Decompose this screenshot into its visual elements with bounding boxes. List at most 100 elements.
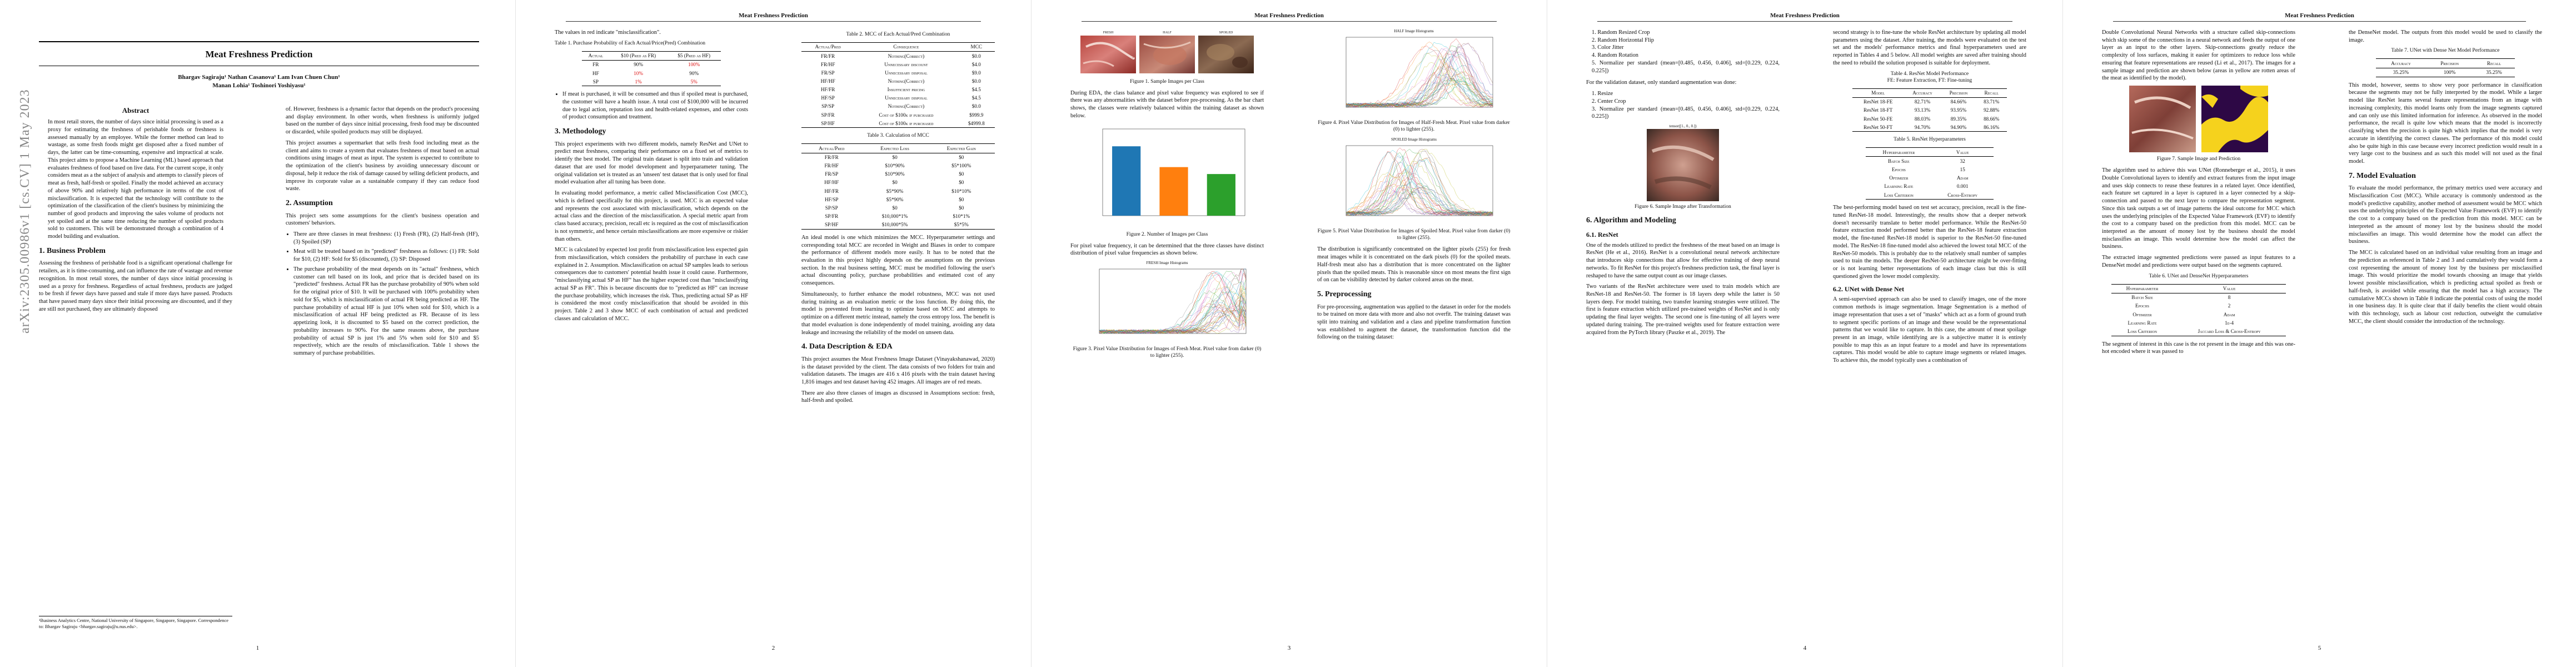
table-row: SP/HF $10,000*5% $5*5% [801,221,995,230]
table-cell: Loss Criterion [2127,328,2158,334]
table-cell: $5*100% [951,163,971,169]
running-title: Meat Freshness Prediction [2285,12,2354,19]
table-header: $5 (Pred as HF) [677,53,711,59]
running-title: Meat Freshness Prediction [739,12,808,19]
table-cell: $0 [892,155,898,161]
paragraph: For pre-processing, augmentation was app… [1317,303,1511,341]
table-row: FR/SP $10*90% $0 [801,170,995,178]
cell: 5% [690,78,697,84]
list-item: There are three classes in meat freshnes… [293,231,479,246]
table-row: ResNet 50-FE 88.03% 89.35% 88.66% [1852,115,2007,123]
table-cell: $0.0 [971,78,981,84]
table-cell: $4.5 [971,87,981,93]
list-item: 1. Resize [1592,91,1613,97]
table-cell: $0 [959,180,964,186]
p4-col-left: 1. Random Resized Crop 2. Random Horizon… [1586,29,1780,340]
table-header: Hyperparameter [2126,286,2159,292]
table-cell: $0 [959,171,964,177]
table-cell: FR/FR [824,155,839,161]
table-cell: Optimizer [2132,311,2152,317]
figure-1-caption: Figure 1. Sample Images per Class [1130,78,1204,84]
table-cell: 100% [2443,69,2456,76]
table-row: ResNet 18-FT 93.13% 93.95% 92.88% [1852,106,2007,115]
table-cell: 82.71% [1914,99,1931,105]
table-cell: $4999.8 [968,120,985,126]
class-count-bar-chart [1102,128,1245,216]
half-histogram [1346,37,1493,108]
table-cell: ResNet 50-FT [1864,124,1893,130]
cell: HF [592,70,599,76]
table-cell: Nothing(Correct) [888,78,925,84]
histogram-curve [1099,269,1247,334]
paragraph: The segment of interest in this case is … [2102,341,2295,355]
arxiv-stamp: arXiv:2305.00986v1 [cs.CV] 1 May 2023 [18,89,32,334]
paragraph: This project assumes a supermarket that … [286,140,479,192]
table-cell: 1e-4 [2225,320,2234,326]
table-header: Actual/Pred [815,44,841,50]
paragraph: Simultaneously, to further enhance the m… [801,291,995,336]
histogram-curve [1346,43,1493,108]
table-row: 35.25% 100% 35.25% [2375,68,2515,77]
histogram-curve [1099,272,1247,334]
table-cell: SP/HF [821,120,835,126]
cell: FR [592,62,599,68]
table-3: Actual/Pred Expected Loss Expected Gain … [801,143,995,230]
figure-7-caption: Figure 7. Sample Image and Prediction [2156,156,2241,162]
table-cell: ResNet 50-FE [1864,116,1893,122]
subsection-unet: 6.2. UNet with Dense Net [1833,285,1904,293]
paragraph: In evaluating model performance, a metri… [555,190,748,242]
table-row: SP/SP Nothing(Correct) $0.0 [801,102,995,111]
bar [1207,173,1235,216]
histogram-curve [1346,68,1493,108]
table-1-caption: Table 1. Purchase Probability of Each Ac… [555,39,706,46]
histogram-curve [1346,157,1493,216]
table-5: Hyperparameter Value Batch Size 32 Epochs 1… [1866,147,1994,200]
page-5: Meat Freshness Prediction Double Convolu… [2063,0,2576,667]
table-row: Learning Rate 0.001 [1866,182,1994,191]
table-row: HF/HF Nothing(Correct) $0.0 [801,77,995,86]
paragraph: The algorithm used to achieve this was U… [2102,167,2295,250]
table-cell: Unnecessary disposal [885,69,928,76]
table-cell: FR/HF [824,163,839,169]
paragraph: second strategy is to fine-tune the whol… [1833,29,2026,66]
table-6-caption: Table 6. UNet and DenseNet Hyperparamete… [2149,272,2249,279]
histogram-curve [1346,149,1493,216]
histogram-title: FRESH Image Histograms [1146,261,1188,266]
table-header: Precision [1949,90,1968,96]
table-cell: 35.25% [2486,69,2502,76]
paragraph: The MCC is calculated based on an indivi… [2349,250,2542,325]
histogram-curve [1346,149,1493,216]
table-row: FR/FR $0 $0 [801,153,995,162]
table-row: FR/HF $10*90% $5*100% [801,162,995,170]
histogram-curve [1346,170,1493,216]
histogram-curve [1346,172,1493,216]
paragraph: The best-performing model based on test … [1833,205,2026,280]
list-item: 3. Color Jitter [1592,44,1624,51]
paragraph: A semi-supervised approach can also be u… [1833,296,2026,364]
table-row: Batch Size 8 [2111,293,2285,302]
list-item: 3. Normalize per standard (mean=[0.485, … [1592,106,1780,120]
table-cell: Insufficient pricing [887,87,925,93]
table-cell: HF/FR [824,188,839,194]
histogram-title: SPOILED Image Histograms [1391,137,1437,142]
table-header: MCC [970,44,982,50]
figure-2-caption: Figure 2. Number of Images per Class [1126,231,1208,237]
table-row: Batch Size 32 [1866,157,1994,166]
table-cell: ResNet 18-FT [1864,107,1893,113]
histogram-curve [1346,72,1493,108]
table-row: Learning Rate 1e-4 [2111,318,2285,327]
table-cell: 15 [1960,167,1965,173]
table-row: Optimizer Adam [1866,174,1994,182]
cell: 1% [635,78,642,84]
paragraph: This project sets some assumptions for t… [286,212,479,227]
sample-half: HALF [1139,31,1195,76]
section-algorithm: 6. Algorithm and Modeling [1586,216,1676,225]
section-preprocessing: 5. Preprocessing [1317,290,1372,299]
p2-col-right: Table 2. MCC of Each Actual/Pred Combina… [801,29,995,408]
table-cell: 2 [2228,303,2231,309]
sample-spoiled: SPOILED [1198,31,1254,76]
spoiled-histogram [1346,146,1493,216]
table-cell: Batch Size [1888,158,1910,164]
histogram-curve [1346,157,1493,216]
table-cell: Unnecessary disposal [885,95,928,101]
